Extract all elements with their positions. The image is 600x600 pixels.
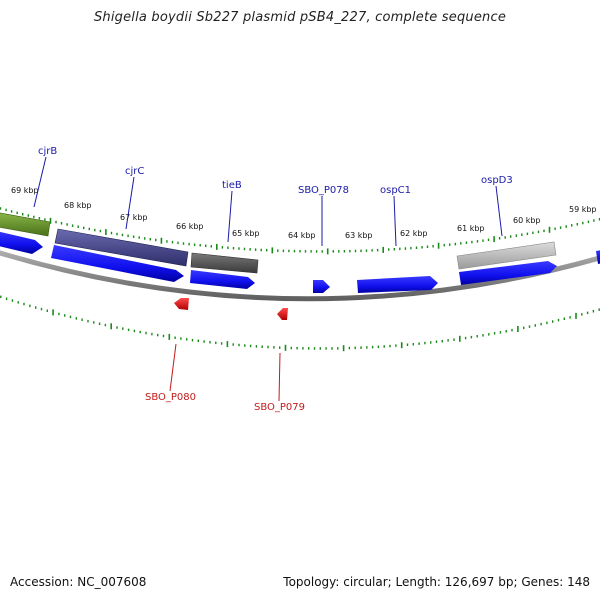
reverse-gene-arrow-SBO_P079[interactable] [277, 308, 288, 320]
kbp-label: 62 kbp [400, 229, 428, 238]
leader-line-tieB [227, 190, 233, 243]
outer-scale-ticks [0, 207, 600, 255]
reverse-gene-labels: SBO_P080 SBO_P079 [145, 343, 305, 413]
reverse-gene-arrow-SBO_P080[interactable] [174, 298, 189, 310]
gene-label-SBO_P080[interactable]: SBO_P080 [145, 392, 196, 403]
gene-label-cjrB[interactable]: cjrB [38, 146, 57, 157]
forward-gene-arrow[interactable] [596, 249, 600, 264]
map-title: Shigella boydii Sb227 plasmid pSB4_227, … [93, 10, 507, 25]
kbp-label: 63 kbp [345, 231, 373, 240]
leader-line-ospD3 [495, 185, 503, 237]
kbp-label: 61 kbp [457, 224, 485, 233]
inner-scale-ticks [0, 295, 600, 352]
genome-summary-text: Topology: circular; Length: 126,697 bp; … [283, 575, 590, 589]
leader-line-SBO_P080 [169, 343, 177, 392]
gene-label-ospC1[interactable]: ospC1 [380, 185, 411, 196]
kbp-label: 64 kbp [288, 231, 316, 240]
kbp-label: 69 kbp [11, 186, 39, 195]
kbp-labels: 69 kbp 68 kbp 67 kbp 66 kbp 65 kbp 64 kb… [11, 186, 597, 240]
kbp-label: 66 kbp [176, 222, 204, 231]
gene-label-tieB[interactable]: tieB [222, 180, 242, 191]
forward-gene-arrow[interactable] [313, 280, 330, 293]
leader-line-SBO_P079 [278, 352, 281, 402]
gene-label-SBO_P079[interactable]: SBO_P079 [254, 402, 305, 413]
kbp-label: 65 kbp [232, 229, 260, 238]
gene-label-cjrC[interactable]: cjrC [125, 166, 144, 177]
forward-gene-arrow[interactable] [51, 245, 184, 282]
accession-text: Accession: NC_007608 [10, 575, 147, 589]
forward-strand-genes [0, 230, 600, 293]
kbp-label: 60 kbp [513, 216, 541, 225]
cog-bar-ospD3 [456, 241, 557, 270]
cog-bar-cjrB [0, 212, 51, 237]
reverse-strand-genes [174, 298, 288, 320]
kbp-label: 59 kbp [569, 205, 597, 214]
gene-label-SBO_P078[interactable]: SBO_P078 [298, 185, 349, 196]
forward-gene-arrow[interactable] [357, 276, 438, 293]
leader-line-ospC1 [393, 195, 397, 247]
gene-label-ospD3[interactable]: ospD3 [481, 175, 513, 186]
cog-bar-cjrC [54, 228, 189, 267]
forward-gene-arrow[interactable] [0, 230, 43, 254]
leader-line-cjrC [125, 176, 135, 230]
forward-gene-arrow[interactable] [190, 270, 255, 289]
kbp-label: 68 kbp [64, 201, 92, 210]
cog-bar-tieB [190, 252, 259, 274]
cog-feature-track [0, 212, 557, 274]
leader-line-cjrB [33, 156, 47, 208]
forward-gene-labels: cjrB cjrC tieB SBO_P078 ospC1 ospD3 [33, 146, 513, 247]
kbp-label: 67 kbp [120, 213, 148, 222]
forward-gene-arrow[interactable] [459, 261, 557, 285]
